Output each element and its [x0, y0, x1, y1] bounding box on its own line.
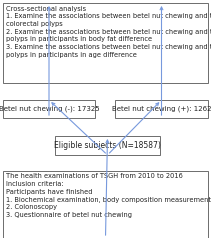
Text: Cross-sectional analysis
1. Examine the associations between betel nut chewing a: Cross-sectional analysis 1. Examine the … — [5, 5, 211, 58]
Bar — [3, 100, 95, 118]
Bar — [3, 171, 208, 238]
Text: Betel nut chewing (+): 1262: Betel nut chewing (+): 1262 — [112, 106, 211, 112]
Text: Betel nut chewing (-): 17325: Betel nut chewing (-): 17325 — [0, 106, 99, 112]
Bar — [3, 3, 208, 83]
Text: Eligible subjects (N=18587): Eligible subjects (N=18587) — [54, 141, 161, 150]
Bar — [115, 100, 208, 118]
Bar — [55, 136, 160, 155]
Text: The health examinations of TSGH from 2010 to 2016
Inclusion criteria:
Participan: The health examinations of TSGH from 201… — [5, 174, 211, 218]
